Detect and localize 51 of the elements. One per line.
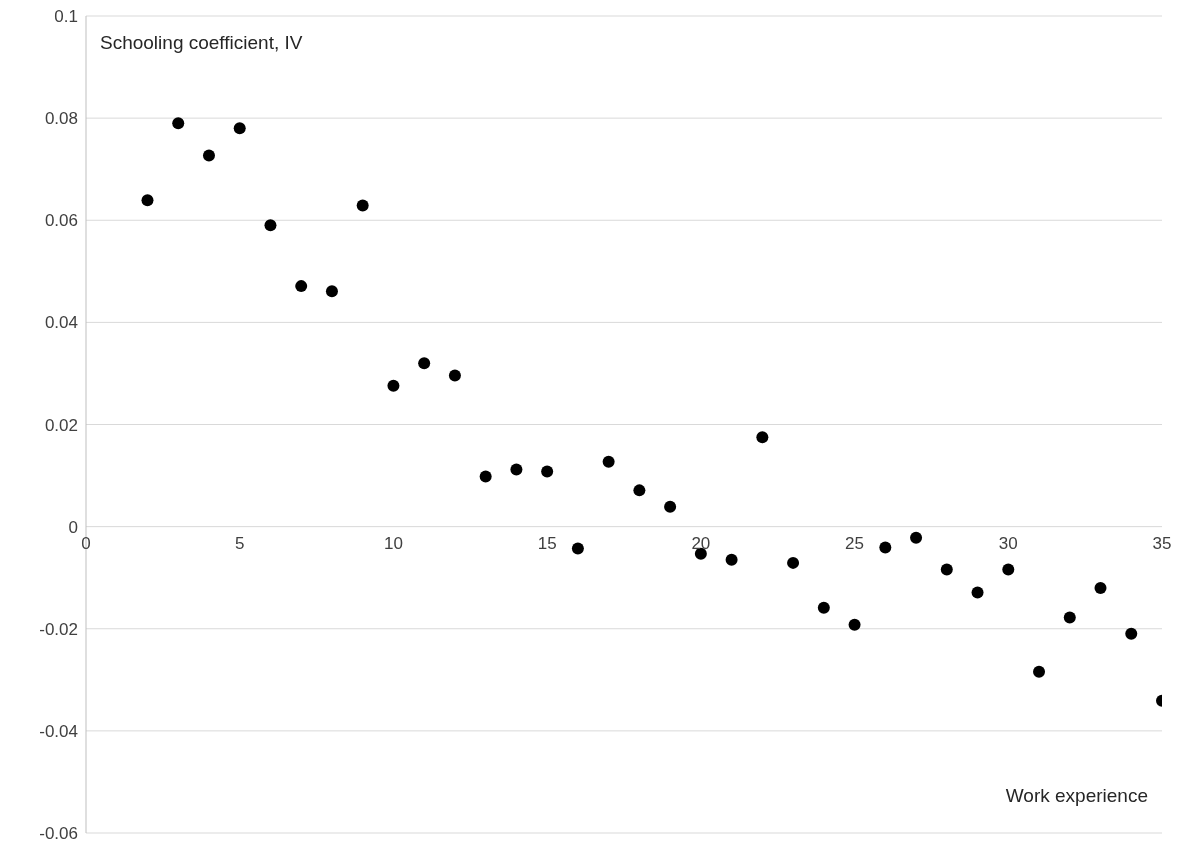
y-tick-label: 0.04 [44,313,78,333]
point [1063,611,1076,624]
point [633,484,646,497]
point [356,199,369,212]
point [295,280,308,293]
y-tick-label: 0.08 [44,109,78,129]
point [510,463,523,476]
x-tick-label: 5 [234,533,245,553]
point [172,117,185,130]
point [1033,665,1046,678]
x-tick-label: 25 [845,533,865,553]
point [602,455,615,468]
x-axis-title: Work experience [1005,785,1148,807]
point [910,531,923,544]
point [418,357,431,370]
point [141,194,154,207]
point [664,500,677,513]
point [848,618,861,631]
x-tick-label: 20 [691,533,711,553]
y-tick-label: 0.06 [44,211,78,231]
point [325,285,338,298]
y-tick-label: -0.02 [39,619,78,639]
point [541,465,554,478]
point [756,431,769,444]
x-tick-label: 30 [998,533,1018,553]
y-tick-label: 0 [68,517,78,537]
point [940,563,953,576]
y-tick-label: 0.02 [44,415,78,435]
y-axis-title: Schooling coefficient, IV [100,32,303,54]
point [879,541,892,554]
x-tick-label: 35 [1152,533,1172,553]
point [1094,581,1107,594]
point [1125,627,1138,640]
point [725,553,738,566]
x-tick-label: 15 [537,533,557,553]
point [1002,563,1015,576]
point [387,379,400,392]
point [571,542,584,555]
point [264,219,277,232]
point [233,122,246,135]
point [479,470,492,483]
x-tick-label: 10 [383,533,403,553]
point [202,149,215,162]
point [787,556,800,569]
y-tick-label: 0.1 [54,7,78,27]
x-tick-label: 0 [81,533,91,553]
point [817,601,830,614]
y-tick-label: -0.04 [39,721,78,741]
point [971,586,984,599]
point [448,369,461,382]
y-tick-label: -0.06 [39,824,78,844]
